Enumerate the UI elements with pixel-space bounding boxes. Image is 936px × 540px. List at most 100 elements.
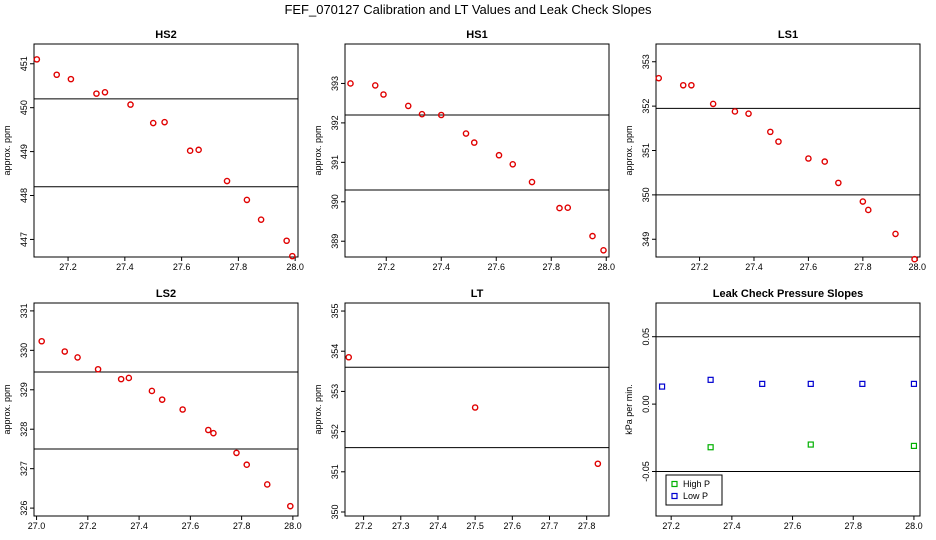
data-point bbox=[243, 461, 251, 469]
plot-frame bbox=[344, 302, 610, 517]
data-point bbox=[707, 444, 714, 451]
data-point bbox=[731, 108, 739, 115]
y-tick-label: 353 bbox=[641, 54, 651, 69]
y-tick-label: 349 bbox=[641, 232, 651, 247]
x-tick-label: 27.6 bbox=[182, 521, 200, 531]
x-tick-label: 27.2 bbox=[79, 521, 97, 531]
y-tick-label: 390 bbox=[330, 194, 340, 209]
x-tick-label: 27.8 bbox=[542, 262, 560, 272]
data-point bbox=[233, 449, 240, 457]
y-tick-label: 330 bbox=[19, 343, 29, 358]
data-point bbox=[158, 396, 166, 403]
y-tick-label: 351 bbox=[330, 464, 340, 479]
panel-title: LS1 bbox=[778, 29, 798, 41]
data-point bbox=[94, 365, 102, 373]
x-tick-label: 27.5 bbox=[466, 521, 484, 531]
data-point bbox=[471, 404, 479, 411]
legend-box bbox=[665, 474, 723, 506]
legend-swatch bbox=[671, 480, 678, 488]
y-tick-label: 329 bbox=[19, 382, 29, 397]
y-tick-label: 351 bbox=[641, 143, 651, 158]
x-tick-label: 27.2 bbox=[355, 521, 373, 531]
y-tick-label: 392 bbox=[330, 115, 340, 130]
chart-panel-5: LT 27.2 27.3 27.4 27.5 27.6 27.7 27.8 350 351 352 3… bbox=[313, 288, 610, 531]
data-point bbox=[775, 138, 782, 145]
data-point bbox=[709, 100, 717, 108]
data-point bbox=[210, 429, 217, 437]
y-tick-label: 0.00 bbox=[641, 395, 651, 413]
data-point bbox=[688, 81, 695, 89]
x-tick-label: 27.2 bbox=[59, 262, 77, 272]
data-point bbox=[437, 111, 445, 119]
x-tick-label: 28.0 bbox=[284, 521, 302, 531]
data-point bbox=[807, 441, 814, 448]
data-point bbox=[759, 380, 766, 387]
data-point bbox=[33, 56, 41, 63]
x-tick-label: 27.4 bbox=[429, 521, 447, 531]
plot-frame bbox=[655, 302, 921, 517]
x-tick-label: 28.0 bbox=[286, 262, 304, 272]
data-point bbox=[509, 161, 517, 168]
chart-panel-3: LS1 27.2 27.4 27.6 27.8 28.0 349 350 351 352 353 ap… bbox=[624, 29, 926, 272]
data-point bbox=[127, 101, 134, 108]
data-point bbox=[470, 139, 478, 146]
data-point bbox=[53, 71, 61, 79]
panel-title: Leak Check Pressure Slopes bbox=[713, 288, 863, 300]
data-point bbox=[93, 90, 100, 97]
x-tick-label: 27.2 bbox=[377, 262, 395, 272]
x-tick-label: 27.6 bbox=[173, 262, 191, 272]
data-point bbox=[117, 375, 125, 383]
y-axis-label: approx. ppm bbox=[624, 125, 634, 175]
data-point bbox=[243, 196, 251, 204]
y-tick-label: 355 bbox=[330, 304, 340, 319]
y-tick-label: 448 bbox=[19, 188, 29, 203]
plot-frame bbox=[655, 43, 921, 258]
legend-entry: High P bbox=[683, 479, 710, 489]
data-point bbox=[658, 383, 666, 390]
y-tick-label: 352 bbox=[330, 424, 340, 439]
y-tick-label: 451 bbox=[19, 56, 29, 71]
chart-panel-2: HS1 27.2 27.4 27.6 27.8 28.0 389 390 391 392 393 ap… bbox=[313, 29, 615, 272]
data-point bbox=[404, 102, 412, 110]
data-point bbox=[462, 130, 470, 137]
panel-title: LS2 bbox=[156, 288, 176, 300]
x-tick-label: 27.7 bbox=[541, 521, 559, 531]
x-tick-label: 27.4 bbox=[130, 521, 148, 531]
plot-frame bbox=[344, 43, 610, 258]
data-point bbox=[38, 337, 45, 345]
data-point bbox=[287, 502, 294, 510]
data-point bbox=[195, 146, 202, 154]
x-tick-label: 27.8 bbox=[844, 521, 862, 531]
data-point bbox=[161, 118, 168, 126]
data-point bbox=[179, 406, 186, 413]
x-tick-label: 27.3 bbox=[392, 521, 410, 531]
data-point bbox=[204, 426, 212, 434]
y-tick-label: 391 bbox=[330, 155, 340, 170]
data-point bbox=[864, 206, 872, 214]
x-tick-label: 27.4 bbox=[432, 262, 450, 272]
data-point bbox=[186, 147, 194, 155]
y-tick-label: 0.05 bbox=[641, 328, 651, 346]
data-point bbox=[74, 354, 81, 361]
y-tick-label: 331 bbox=[19, 303, 29, 318]
legend-entry: Low P bbox=[683, 491, 708, 501]
x-tick-label: 28.0 bbox=[909, 262, 927, 272]
data-point bbox=[600, 246, 607, 254]
y-axis-label: approx. ppm bbox=[2, 384, 12, 434]
data-point bbox=[564, 204, 572, 211]
data-point bbox=[910, 380, 918, 387]
x-tick-label: 28.0 bbox=[597, 262, 615, 272]
data-point bbox=[418, 110, 426, 118]
panel-title: HS1 bbox=[466, 29, 487, 41]
data-point bbox=[149, 119, 157, 127]
x-tick-label: 27.6 bbox=[800, 262, 818, 272]
x-tick-label: 27.4 bbox=[745, 262, 763, 272]
data-point bbox=[101, 89, 109, 96]
y-tick-label: 326 bbox=[19, 501, 29, 516]
panels: HS2 27.2 27.4 27.6 27.8 28.0 447 448 449 450 451 ap… bbox=[2, 29, 926, 531]
data-point bbox=[859, 198, 867, 205]
x-tick-label: 27.6 bbox=[487, 262, 505, 272]
data-point bbox=[347, 80, 354, 87]
y-tick-label: 353 bbox=[330, 384, 340, 399]
